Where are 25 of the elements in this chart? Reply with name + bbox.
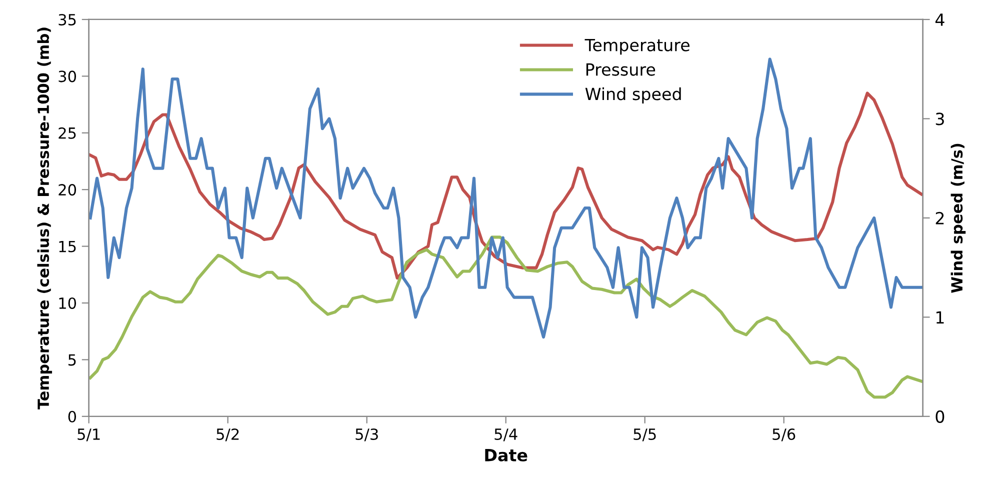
y2-tick-label: 0: [936, 410, 944, 423]
legend-label: Wind speed: [585, 87, 681, 104]
y2-tick-label: 4: [935, 14, 944, 26]
y-tick-label: 20: [58, 184, 76, 196]
y2-tick-label: 1: [936, 311, 944, 324]
y-tick-label: 10: [59, 297, 76, 310]
y2-tick-label: 2: [936, 212, 944, 224]
x-tick-label: 5/5: [634, 428, 656, 442]
legend-label: Temperature: [584, 38, 690, 55]
x-tick-label: 5/2: [216, 428, 239, 442]
x-tick-label: 5/3: [356, 428, 378, 442]
y-tick-label: 35: [58, 14, 76, 26]
x-axis-title: Date: [485, 449, 528, 462]
y2-axis-title: Wind speed (m/s): [950, 144, 966, 293]
y-axis-title: Temperature (celsius) & Pressure-1000 (mb): [37, 28, 52, 410]
x-tick-label: 5/6: [772, 428, 796, 442]
y-tick-label: 25: [58, 127, 76, 139]
x-tick-label: 5/1: [78, 428, 100, 442]
y-tick-label: 30: [58, 70, 76, 82]
y2-tick-label: 3: [936, 112, 944, 126]
y-tick-label: 5: [68, 354, 76, 366]
x-tick-label: 5/4: [494, 428, 518, 442]
y-tick-label: 0: [68, 410, 76, 422]
legend-label: Pressure: [586, 63, 656, 76]
y-tick-label: 15: [59, 240, 76, 252]
